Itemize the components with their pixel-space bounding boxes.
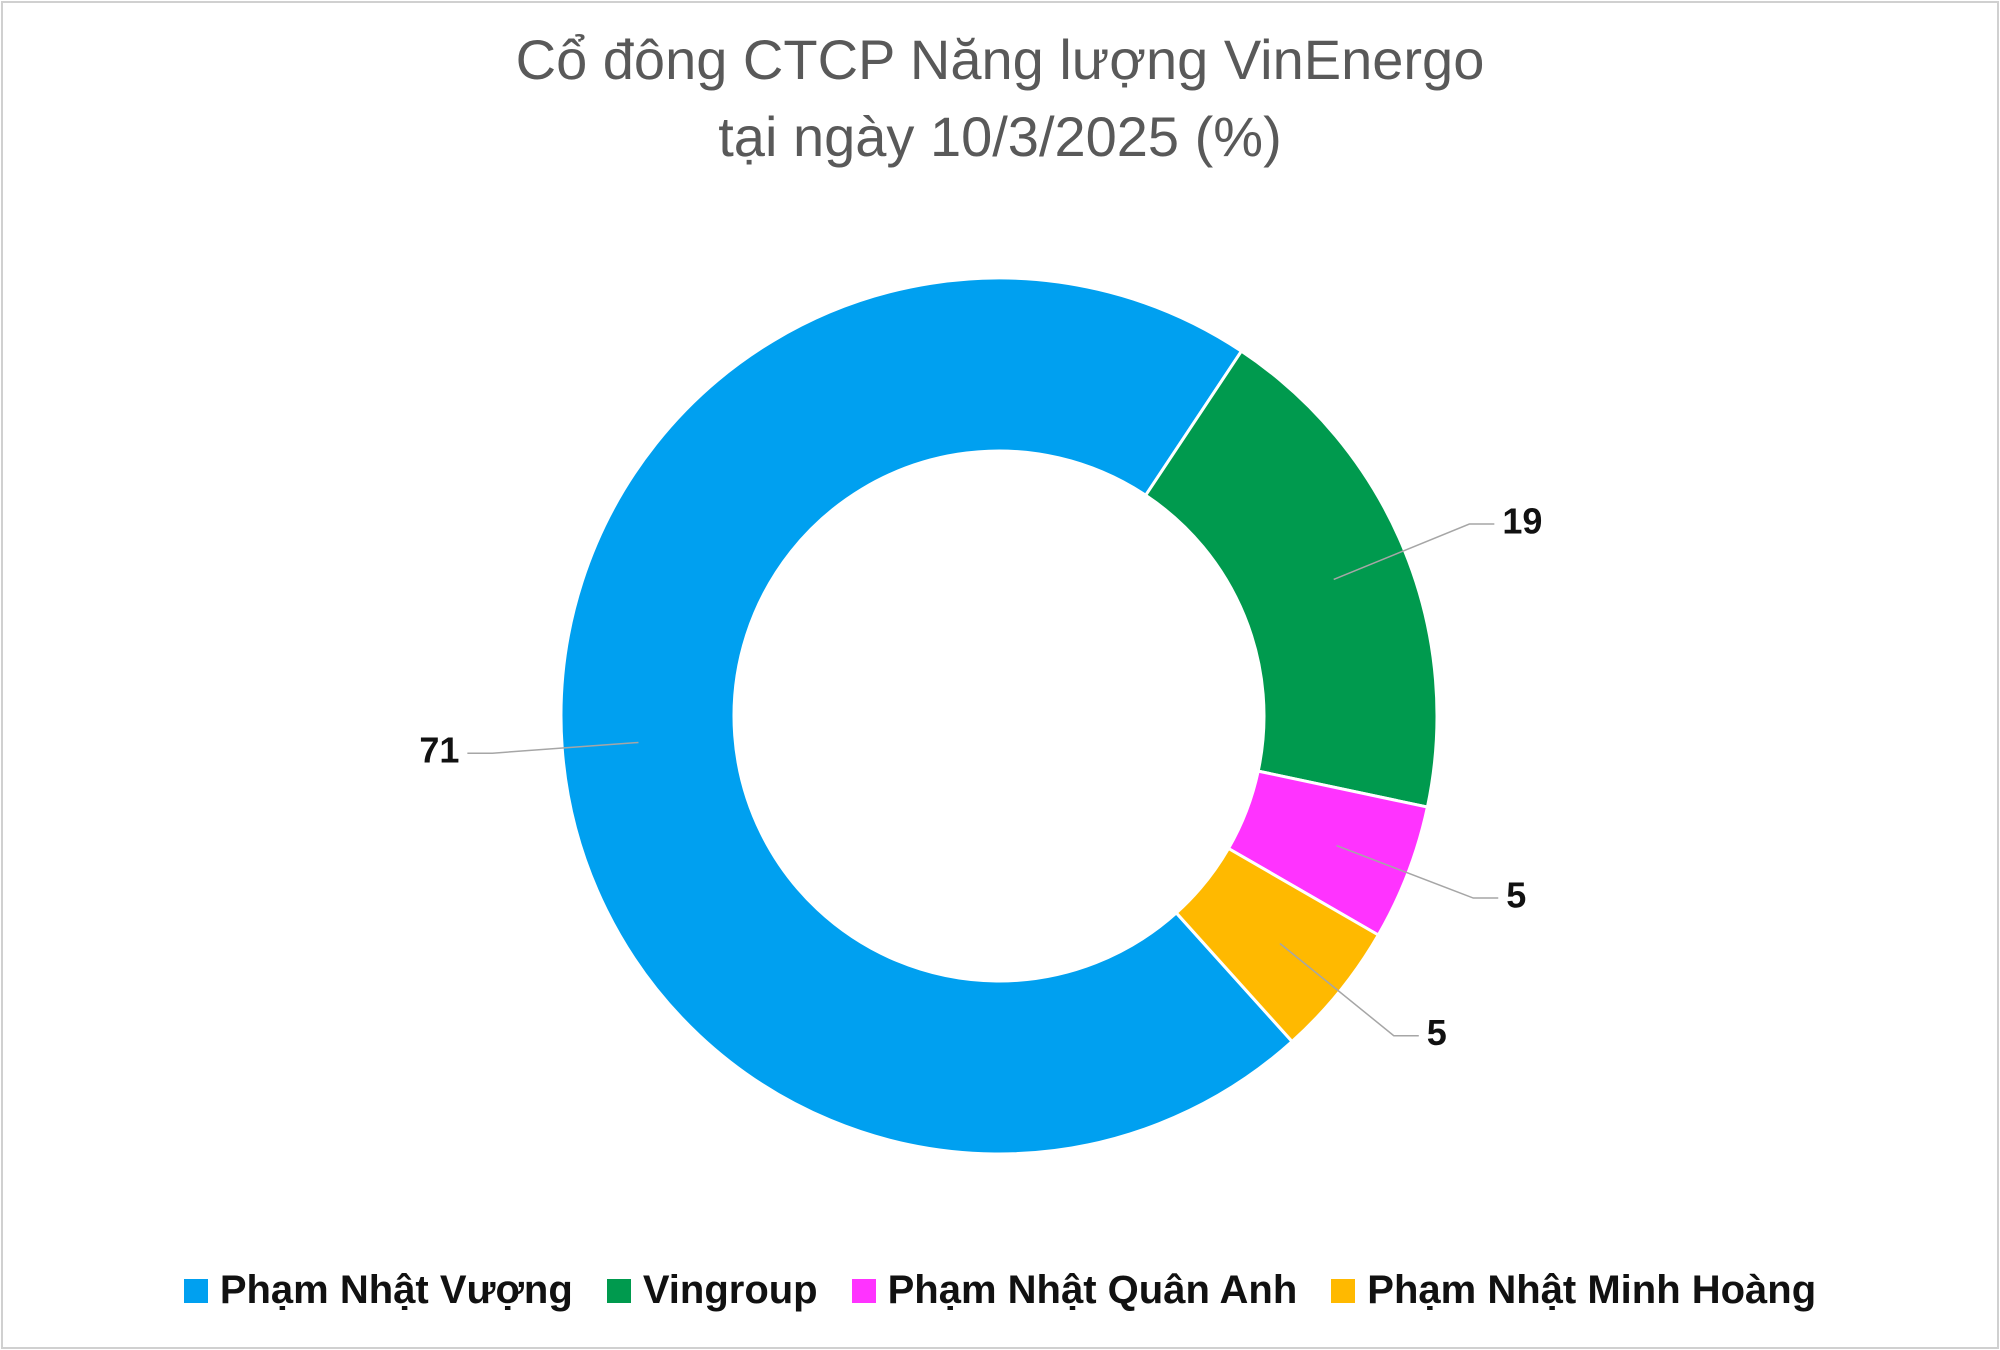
legend-item: Phạm Nhật Vượng (183, 1268, 573, 1313)
legend-label: Phạm Nhật Vượng (219, 1268, 573, 1312)
data-label: 5 (1506, 875, 1526, 916)
chart-subtitle: tại ngày 10/3/2025 (%) (718, 105, 1281, 168)
leader-line (1279, 942, 1419, 1037)
donut-slice (1143, 349, 1439, 809)
legend-label: Phạm Nhật Minh Hoàng (1367, 1268, 1817, 1312)
legend-swatch (1331, 1278, 1356, 1303)
data-label: 71 (419, 730, 459, 771)
legend-item: Vingroup (606, 1268, 818, 1313)
chart-title: Cổ đông CTCP Năng lượng VinEnergo (516, 28, 1485, 91)
legend-item: Phạm Nhật Quân Anh (851, 1268, 1298, 1313)
data-label: 5 (1427, 1012, 1447, 1053)
legend: Phạm Nhật Vượng Vingroup Phạm Nhật Quân An… (0, 1268, 2000, 1313)
legend-item: Phạm Nhật Minh Hoàng (1331, 1268, 1816, 1313)
legend-swatch (851, 1278, 876, 1303)
legend-swatch (606, 1278, 631, 1303)
leader-line (1336, 844, 1499, 899)
legend-swatch (183, 1278, 208, 1303)
data-label: 19 (1502, 501, 1542, 542)
legend-label: Phạm Nhật Quân Anh (887, 1268, 1298, 1312)
donut-slice (559, 276, 1295, 1156)
legend-label: Vingroup (642, 1268, 818, 1312)
leader-line (1333, 523, 1495, 581)
leader-line (467, 741, 639, 754)
donut-slice (1174, 846, 1381, 1044)
